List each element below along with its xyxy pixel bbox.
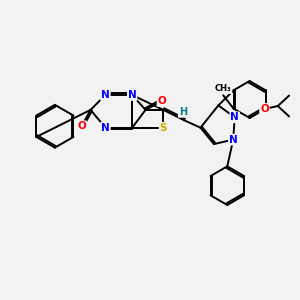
Text: N: N (128, 90, 136, 100)
Text: CH₃: CH₃ (215, 84, 232, 93)
Text: O: O (77, 121, 86, 131)
Text: N: N (101, 90, 110, 100)
Text: O: O (260, 104, 269, 114)
Text: S: S (160, 123, 167, 133)
Text: H: H (178, 107, 187, 117)
Text: N: N (230, 112, 239, 122)
Text: O: O (158, 96, 166, 106)
Text: N: N (229, 135, 238, 145)
Text: N: N (101, 123, 110, 133)
